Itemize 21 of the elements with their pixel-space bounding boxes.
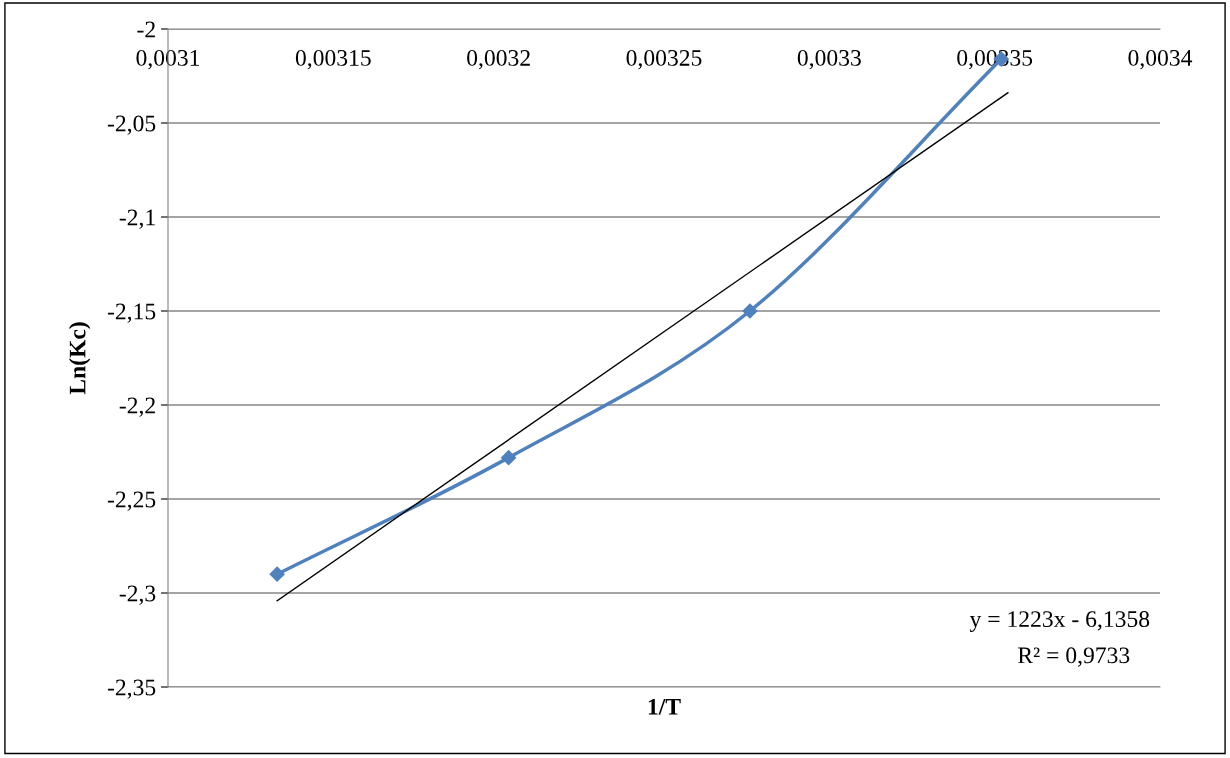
y-tick-label: -2,15 xyxy=(107,303,156,323)
annotation: R² = 0,9733 xyxy=(1018,647,1130,667)
x-tick-label: 0,0034 xyxy=(1128,49,1193,70)
x-axis-title: 1/T xyxy=(648,698,681,715)
y-tick-label: -2,35 xyxy=(107,679,156,699)
y-tick-label: -2,1 xyxy=(119,209,155,229)
y-axis-title: Ln(Kc) xyxy=(68,322,91,395)
y-tick-label: -2,25 xyxy=(107,491,156,511)
point xyxy=(501,450,517,466)
y-tick-label: -2,2 xyxy=(119,397,155,417)
point xyxy=(742,303,758,319)
x-tick-label: 0,00315 xyxy=(295,49,371,70)
x-tick-label: 0,00325 xyxy=(626,49,702,70)
point xyxy=(269,566,285,582)
annotation: y = 1223x - 6,1358 xyxy=(969,611,1150,632)
y-tick-label: -2 xyxy=(137,21,155,38)
y-tick-label: -2,05 xyxy=(107,115,156,135)
x-tick-label: 0,0033 xyxy=(797,49,861,70)
x-tick-label: 0,0031 xyxy=(136,49,200,70)
y-tick-label: -2,3 xyxy=(119,585,156,605)
x-tick-label: 0,0032 xyxy=(467,49,530,70)
